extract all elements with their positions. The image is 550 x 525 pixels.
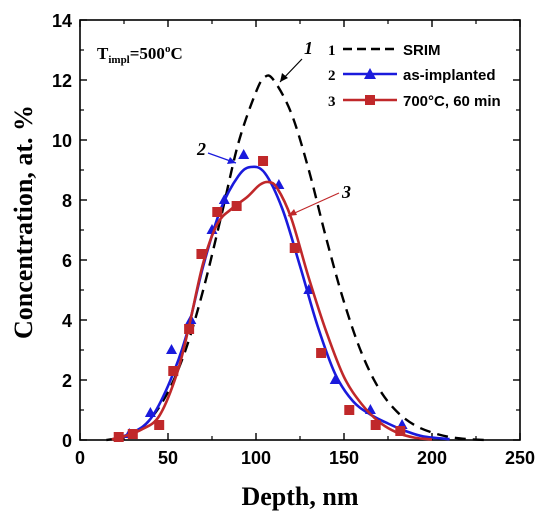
marker-triangle-as-implanted	[144, 407, 156, 417]
legend-item-700c-60min: 3 700°C, 60 min	[328, 93, 501, 110]
marker-triangle-as-implanted	[238, 149, 250, 159]
marker-square-700c-60min	[168, 366, 179, 376]
y-tick-label: 14	[52, 11, 72, 31]
marker-square-700c-60min	[196, 249, 207, 259]
legend-marker-triangle	[364, 68, 376, 79]
x-tick-label: 0	[75, 448, 85, 468]
marker-square-700c-60min	[231, 201, 242, 211]
marker-square-700c-60min	[316, 348, 327, 358]
marker-square-700c-60min	[395, 426, 406, 436]
annotation-eq: =500	[130, 44, 165, 63]
curve-label-2: 2	[196, 139, 206, 159]
legend-marker-square	[365, 95, 375, 105]
series-line-as-implanted	[114, 165, 450, 441]
annotation-t: T	[97, 44, 109, 63]
annotation-sub: impl	[108, 54, 129, 66]
legend-text-as-implanted: as-implanted	[403, 67, 496, 84]
y-tick-label: 8	[62, 191, 72, 211]
marker-triangle-as-implanted	[166, 344, 178, 354]
legend-number-2: 2	[328, 68, 336, 84]
curve-label-3-arrowhead	[288, 209, 297, 216]
series-layer	[106, 74, 485, 442]
annotation-unit: C	[170, 44, 182, 63]
marker-square-700c-60min	[127, 429, 138, 439]
curve-label-1: 1	[304, 38, 313, 58]
annotation-deg: o	[165, 43, 171, 55]
marker-square-700c-60min	[370, 420, 381, 430]
y-tick-label: 10	[52, 131, 72, 151]
curve-label-3: 3	[341, 182, 351, 202]
marker-square-700c-60min	[184, 324, 195, 334]
curve-label-1-arrowhead	[280, 73, 288, 82]
implant-temperature-annotation: Timpl=500oC	[97, 43, 183, 66]
series-line-srim	[106, 74, 485, 442]
y-tick-label: 2	[62, 371, 72, 391]
y-tick-label: 4	[62, 311, 72, 331]
x-axis-label: Depth, nm	[241, 482, 358, 511]
curve-label-3-arrow	[287, 192, 340, 217]
y-tick-label: 0	[62, 431, 72, 451]
marker-square-700c-60min	[154, 420, 165, 430]
marker-triangle-as-implanted	[218, 194, 230, 204]
y-tick-label: 12	[52, 71, 72, 91]
marker-triangle-as-implanted	[329, 374, 341, 384]
x-tick-label: 150	[329, 448, 359, 468]
legend-text-700c: 700°C, 60 min	[403, 93, 501, 110]
x-tick-label: 50	[158, 448, 178, 468]
legend-text-srim: SRIM	[403, 42, 441, 59]
marker-square-700c-60min	[113, 432, 124, 442]
marker-square-700c-60min	[258, 156, 269, 166]
x-tick-label: 250	[505, 448, 535, 468]
marker-square-700c-60min	[212, 207, 223, 217]
series-line-700c-60min	[111, 180, 433, 441]
marker-triangle-as-implanted	[303, 284, 315, 294]
legend-item-srim: 1 SRIM	[328, 42, 441, 59]
legend-number-3: 3	[328, 94, 336, 110]
marker-square-700c-60min	[289, 243, 300, 253]
x-tick-label: 100	[241, 448, 271, 468]
legend: 1 SRIM 2 as-implanted 3 700°C, 60 min	[328, 42, 501, 110]
curve-label-2-arrowhead	[227, 157, 236, 164]
legend-number-1: 1	[328, 43, 336, 59]
legend-item-as-implanted: 2 as-implanted	[328, 67, 496, 84]
marker-square-700c-60min	[344, 405, 355, 415]
y-tick-label: 6	[62, 251, 72, 271]
y-axis-label: Concentration, at. %	[9, 105, 38, 339]
x-tick-label: 200	[417, 448, 447, 468]
